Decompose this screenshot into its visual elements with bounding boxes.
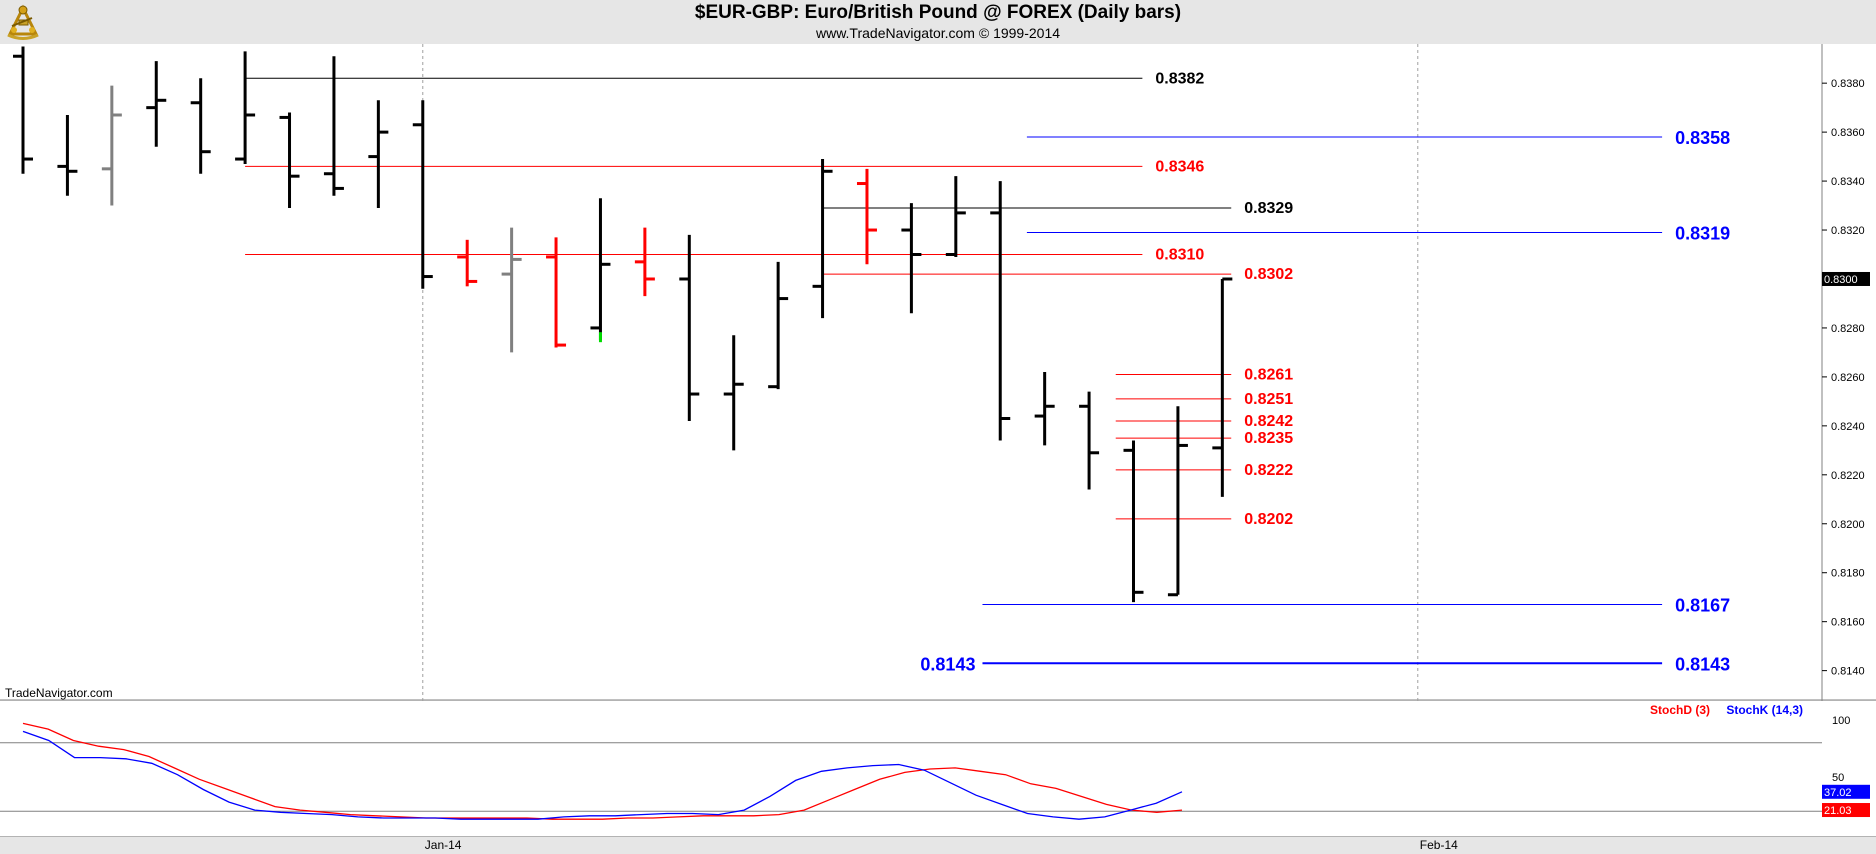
level-label: 0.8329 (1244, 200, 1293, 217)
price-axis-background (1822, 44, 1876, 700)
stoch-value-label: 37.02 (1824, 787, 1852, 799)
stoch-series-line (22, 722, 1183, 820)
chart-subtitle: www.TradeNavigator.com © 1999-2014 (815, 25, 1061, 41)
y-tick-label: 0.8360 (1831, 127, 1865, 139)
level-label-left: 0.8143 (920, 654, 975, 674)
stoch-value-tag (1822, 803, 1870, 818)
level-label: 0.8251 (1244, 391, 1293, 408)
level-label: 0.8346 (1155, 158, 1204, 175)
level-label: 0.8261 (1244, 366, 1293, 383)
stoch-value-label: 21.03 (1824, 805, 1852, 817)
y-tick-label: 0.8340 (1831, 176, 1865, 188)
level-label: 0.8382 (1155, 70, 1204, 87)
stoch-plot-background (0, 701, 1822, 836)
current-price-label: 0.8300 (1824, 274, 1858, 286)
y-tick-label: 0.8140 (1831, 666, 1865, 678)
price-plot-background (0, 44, 1822, 700)
stochastic-panel[interactable]: 50 100 21.03 37.02 StochD (3) StochK (14,3) (0, 701, 1876, 836)
y-tick-label: 0.8240 (1831, 421, 1865, 433)
watermark-text: TradeNavigator.com (5, 686, 113, 700)
level-label: 0.8242 (1244, 413, 1293, 430)
y-tick-label: 0.8180 (1831, 568, 1865, 580)
stoch-legend-entry: StochK (14,3) (1726, 703, 1803, 717)
stoch-y-tick-label: 100 (1832, 715, 1850, 727)
level-label: 0.8202 (1244, 511, 1293, 528)
stoch-legend-entry: StochD (3) (1650, 703, 1710, 717)
y-tick-label: 0.8260 (1831, 372, 1865, 384)
stoch-value-tag (1822, 784, 1870, 799)
chart-header: $EUR-GBP: Euro/British Pound @ FOREX (Da… (0, 0, 1876, 44)
x-tick-label: Feb-14 (1420, 838, 1458, 852)
level-label: 0.8235 (1244, 430, 1293, 447)
level-label: 0.8143 (1675, 654, 1730, 674)
current-price-tag (1822, 271, 1870, 286)
level-label: 0.8358 (1675, 128, 1730, 148)
y-tick-label: 0.8380 (1831, 78, 1865, 90)
y-tick-label: 0.8280 (1831, 323, 1865, 335)
y-tick-label: 0.8160 (1831, 617, 1865, 629)
level-label: 0.8167 (1675, 596, 1730, 616)
level-label: 0.8310 (1155, 247, 1204, 264)
stoch-y-tick-label: 50 (1832, 772, 1844, 784)
y-tick-label: 0.8200 (1831, 519, 1865, 531)
chart-title: $EUR-GBP: Euro/British Pound @ FOREX (Da… (694, 2, 1182, 23)
level-label: 0.8302 (1244, 266, 1293, 283)
price-panel[interactable]: 0.8140 0.8160 0.8180 0.8200 0.8220 0.8240 0.82… (0, 44, 1876, 852)
x-tick-label: Jan-14 (425, 838, 462, 852)
y-tick-label: 0.8220 (1831, 470, 1865, 482)
level-label: 0.8319 (1675, 223, 1730, 243)
sextant-logo-icon (7, 4, 39, 40)
level-label: 0.8222 (1244, 462, 1293, 479)
y-tick-label: 0.8320 (1831, 225, 1865, 237)
stoch-series-line (22, 730, 1183, 820)
